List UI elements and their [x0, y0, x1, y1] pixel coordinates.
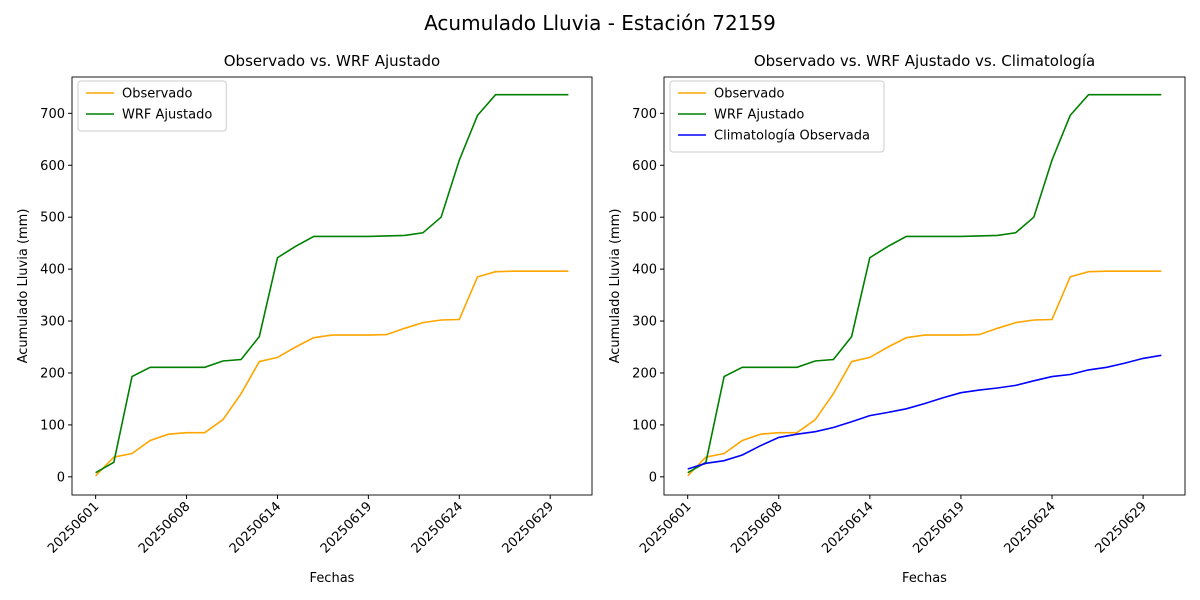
- y-tick-label: 500: [632, 211, 657, 226]
- legend-label: Climatología Observada: [714, 129, 870, 144]
- y-tick-label: 200: [40, 366, 65, 381]
- x-tick-label: 20250619: [318, 499, 375, 556]
- x-tick-label: 20250624: [1001, 499, 1058, 556]
- y-tick-label: 0: [57, 470, 65, 485]
- x-tick-label: 20250629: [1093, 499, 1150, 556]
- y-tick-label: 700: [40, 107, 65, 122]
- y-tick-label: 300: [632, 315, 657, 330]
- legend-box: [77, 80, 227, 132]
- y-tick-label: 300: [40, 315, 65, 330]
- x-tick-label: 20250624: [409, 499, 466, 556]
- legend-label: Observado: [122, 87, 193, 102]
- legend-label: WRF Ajustado: [122, 108, 212, 123]
- legend: Observado WRF Ajustado: [77, 80, 227, 132]
- y-axis-label: Acumulado Lluvia (mm): [608, 209, 623, 364]
- data-line: [95, 93, 569, 474]
- y-tick-label: 0: [649, 470, 657, 485]
- x-tick-label: 20250608: [728, 499, 785, 556]
- y-tick-label: 100: [40, 418, 65, 433]
- y-axis-label: Acumulado Lluvia (mm): [16, 209, 31, 364]
- x-tick-label: 20250629: [500, 499, 557, 556]
- legend-label: Observado: [714, 87, 785, 102]
- x-tick-label: 20250608: [136, 499, 193, 556]
- x-axis-label: Fechas: [902, 571, 947, 586]
- x-axis-label: Fechas: [310, 571, 355, 586]
- x-tick-label: 20250601: [637, 499, 694, 556]
- legend-label: WRF Ajustado: [714, 108, 804, 123]
- x-tick-label: 20250614: [227, 499, 284, 556]
- data-line: [687, 270, 1162, 477]
- y-tick-label: 600: [40, 159, 65, 174]
- y-tick-label: 600: [632, 159, 657, 174]
- x-tick-label: 20250619: [910, 499, 967, 556]
- legend: Observado WRF Ajustado Climatología Observ…: [669, 80, 885, 153]
- data-line: [95, 270, 569, 477]
- data-line: [687, 354, 1162, 470]
- x-tick-label: 20250601: [45, 499, 102, 556]
- y-tick-label: 700: [632, 107, 657, 122]
- axes-frame: [71, 76, 593, 496]
- y-tick-label: 500: [40, 211, 65, 226]
- y-tick-label: 200: [632, 366, 657, 381]
- y-tick-label: 400: [632, 263, 657, 278]
- axes-title: Observado vs. WRF Ajustado: [224, 52, 440, 70]
- x-tick-label: 20250614: [819, 499, 876, 556]
- y-tick-label: 100: [632, 418, 657, 433]
- y-tick-label: 400: [40, 263, 65, 278]
- axes-frame: [663, 76, 1186, 496]
- axes-title: Observado vs. WRF Ajustado vs. Climatolo…: [754, 52, 1095, 70]
- legend-box: [669, 80, 885, 153]
- data-line: [687, 93, 1162, 474]
- figure-title: Acumulado Lluvia - Estación 72159: [424, 11, 776, 35]
